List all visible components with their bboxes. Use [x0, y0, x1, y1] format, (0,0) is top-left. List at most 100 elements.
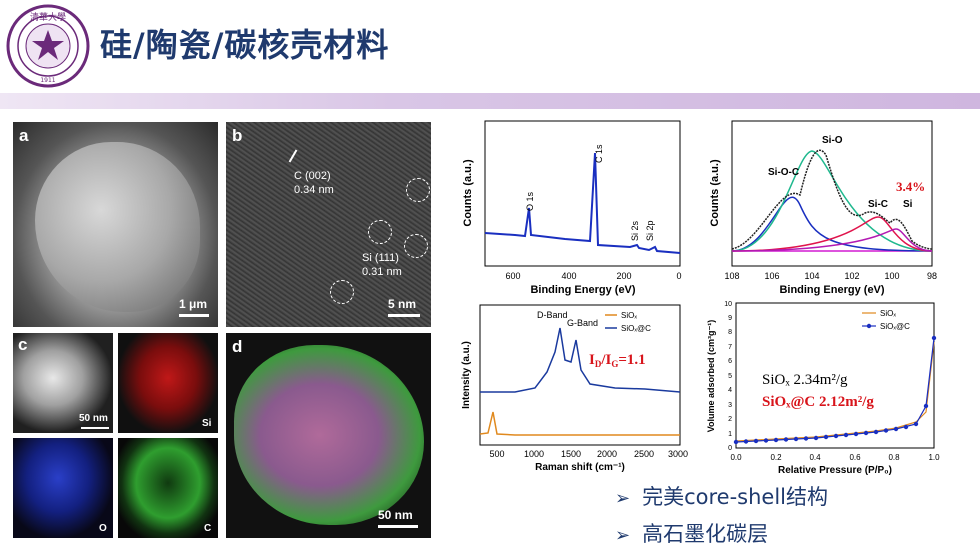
x-axis-label: Binding Energy (eV) [779, 284, 884, 296]
y-axis-label: Counts (a.u.) [709, 159, 721, 227]
panel-label-b: b [232, 126, 243, 145]
circle-marker [406, 178, 430, 202]
y-tick-label: 10 [724, 301, 732, 308]
tick-label: 3000 [668, 449, 688, 459]
x-axis-label: Relative Pressure (P/P₀) [778, 465, 892, 476]
element-label-o: O [99, 523, 107, 534]
tick-label: 200 [616, 271, 631, 281]
tick-label: 600 [505, 271, 520, 281]
bullet-item: ➢ 高石墨化碳层 [615, 518, 768, 548]
y-axis-label: Intensity (a.u.) [461, 341, 472, 409]
overlay-map-panel-d: d 50 nm [226, 333, 431, 538]
panel-label-c: c [18, 335, 28, 354]
surface-area-sioxc: SiOₓ@C 2.12m²/g [762, 394, 874, 410]
id-ig-ratio: ID/IG=1.1 [589, 352, 646, 369]
si-percent-label: 3.4% [896, 179, 925, 194]
raman-siox-line [479, 411, 680, 436]
tick-label: 0.6 [849, 453, 861, 462]
element-label-c: C [204, 523, 212, 534]
legend-siox: SiOₓ [621, 311, 637, 320]
y-tick-label: 1 [728, 431, 732, 438]
g-band-label: G-Band [567, 318, 598, 328]
panel-label-d: d [232, 337, 243, 356]
legend-sioxc: SiOₓ@C [621, 324, 651, 333]
y-tick-label: 8 [728, 329, 732, 336]
lattice-marker-c [288, 149, 298, 163]
circle-marker [368, 220, 392, 244]
tick-label: 102 [844, 271, 859, 281]
component-label-si-o-c: Si-O-C [768, 167, 799, 178]
tick-label: 2000 [597, 449, 617, 459]
tick-label: 98 [927, 271, 937, 281]
scale-bar-c [81, 427, 109, 429]
component-label-si-o: Si-O [822, 135, 843, 146]
tick-label: 104 [804, 271, 819, 281]
x-axis-label: Binding Energy (eV) [530, 284, 635, 296]
y-axis-label: Volume adsorbed (cm³g⁻¹) [706, 320, 716, 433]
bet-sioxc-markers [733, 335, 937, 445]
element-label-si: Si [202, 418, 212, 429]
haadf-map: c 50 nm [13, 333, 113, 433]
y-tick-label: 2 [728, 416, 732, 423]
scale-bar-b [388, 314, 420, 317]
xps-survey-chart: O 1s C 1s Si 2s Si 2p 600 400 200 0 Bind… [462, 120, 682, 296]
y-axis-label: Counts (a.u.) [462, 159, 474, 227]
y-tick-label: 4 [728, 387, 732, 394]
tick-label: 0 [676, 271, 681, 281]
scale-bar-a [179, 314, 209, 317]
annotation-si111: Si (111) [362, 252, 399, 264]
annotation-c002-spacing: 0.34 nm [294, 184, 334, 196]
tick-label: 0.2 [770, 453, 782, 462]
legend-siox: SiOₓ [880, 309, 896, 318]
svg-text:清華大學: 清華大學 [30, 11, 66, 23]
peak-label-si2s: Si 2s [630, 220, 640, 241]
tick-label: 500 [489, 449, 504, 459]
surface-area-siox: SiOₓ 2.34m²/g [762, 372, 848, 388]
peak-label-si2p: Si 2p [645, 220, 655, 241]
scale-label-d: 50 nm [378, 508, 413, 522]
page-title: 硅/陶瓷/碳核壳材料 [100, 26, 390, 64]
panel-label-a: a [19, 126, 29, 145]
tick-label: 2500 [634, 449, 654, 459]
component-label-si-c: Si-C [868, 199, 888, 210]
y-tick-label: 0 [728, 445, 732, 452]
o-map: O [13, 438, 113, 538]
header-banner [0, 93, 980, 109]
university-logo: 清華大學 1911 [6, 4, 90, 88]
y-tick-label: 7 [728, 344, 732, 351]
tick-label: 100 [884, 271, 899, 281]
tick-label: 0.4 [809, 453, 821, 462]
scale-label-b: 5 nm [388, 297, 417, 311]
fit-curve-si-c [731, 216, 933, 252]
circle-marker [330, 280, 354, 304]
y-tick-label: 6 [728, 358, 732, 365]
component-label-si: Si [903, 199, 913, 210]
raman-chart: D-Band G-Band ID/IG=1.1 SiOₓ SiOₓ@C 500 … [461, 304, 688, 473]
peak-label-o1s: O 1s [525, 191, 535, 211]
y-tick-label: 9 [728, 315, 732, 322]
c-map: C [118, 438, 218, 538]
fit-curve-si-o [731, 150, 933, 252]
xps-survey-line [484, 152, 681, 254]
raman-sioxc-line [480, 327, 681, 393]
bullet-item: ➢ 完美core-shell结构 [615, 481, 828, 511]
fit-curve-si [731, 228, 933, 252]
arrow-bullet-icon: ➢ [615, 488, 631, 509]
d-band-label: D-Band [537, 310, 568, 320]
bullet-text: 高石墨化碳层 [642, 522, 769, 546]
tick-label: 400 [561, 271, 576, 281]
scale-label-c: 50 nm [79, 413, 108, 424]
tick-label: 1.0 [928, 453, 940, 462]
tick-label: 0.0 [730, 453, 742, 462]
arrow-bullet-icon: ➢ [615, 525, 631, 546]
y-tick-label: 5 [728, 373, 732, 380]
xps-si2p-chart: Si-O-C Si-O Si-C Si 3.4% 108 106 104 102… [709, 120, 937, 296]
legend-sioxc: SiOₓ@C [880, 322, 910, 331]
x-axis-label: Raman shift (cm⁻¹) [535, 462, 625, 473]
peak-label-c1s: C 1s [594, 144, 604, 163]
tick-label: 106 [764, 271, 779, 281]
scale-bar-d [378, 525, 418, 528]
bullet-text: 完美core-shell结构 [642, 485, 828, 509]
tick-label: 0.8 [888, 453, 900, 462]
circle-marker [404, 234, 428, 258]
